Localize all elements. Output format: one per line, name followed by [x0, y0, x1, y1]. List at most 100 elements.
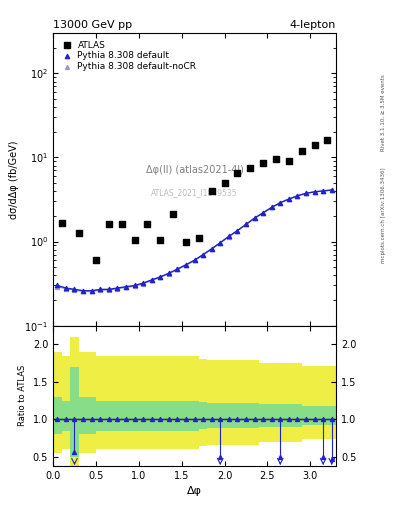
Point	[329, 415, 335, 423]
Pythia 8.308 default	[123, 283, 129, 291]
Point	[294, 415, 301, 423]
Pythia 8.308 default	[80, 287, 86, 295]
Point	[80, 415, 86, 423]
Pythia 8.308 default-noCR	[311, 188, 318, 196]
Pythia 8.308 default	[97, 285, 103, 293]
Point	[243, 415, 249, 423]
Pythia 8.308 default	[294, 191, 301, 200]
Pythia 8.308 default-noCR	[303, 189, 309, 198]
ATLAS	[183, 238, 189, 246]
Pythia 8.308 default	[149, 276, 155, 284]
Pythia 8.308 default	[166, 269, 172, 278]
Pythia 8.308 default-noCR	[226, 232, 232, 241]
Point	[191, 415, 198, 423]
Pythia 8.308 default-noCR	[174, 265, 180, 273]
Pythia 8.308 default	[54, 282, 61, 290]
ATLAS	[247, 164, 253, 172]
Pythia 8.308 default-noCR	[191, 257, 198, 265]
Pythia 8.308 default-noCR	[63, 285, 69, 293]
Pythia 8.308 default-noCR	[88, 287, 95, 295]
Pythia 8.308 default-noCR	[217, 239, 223, 247]
Point	[106, 415, 112, 423]
Pythia 8.308 default	[200, 250, 206, 259]
Pythia 8.308 default	[286, 195, 292, 203]
Pythia 8.308 default	[277, 199, 283, 207]
Pythia 8.308 default-noCR	[286, 195, 292, 203]
ATLAS	[286, 157, 292, 165]
Text: ATLAS_2021_I1849535: ATLAS_2021_I1849535	[151, 188, 238, 197]
ATLAS	[144, 220, 151, 228]
Pythia 8.308 default	[329, 186, 335, 194]
Point	[88, 415, 95, 423]
Point	[260, 415, 266, 423]
Text: 4-lepton: 4-lepton	[290, 20, 336, 30]
Pythia 8.308 default-noCR	[72, 286, 78, 294]
Pythia 8.308 default-noCR	[243, 220, 249, 228]
Point	[97, 415, 103, 423]
Point	[217, 415, 223, 423]
Point	[123, 415, 129, 423]
Pythia 8.308 default-noCR	[268, 203, 275, 211]
Pythia 8.308 default	[72, 285, 78, 293]
ATLAS	[221, 179, 228, 187]
Pythia 8.308 default	[209, 245, 215, 253]
Pythia 8.308 default	[226, 232, 232, 241]
ATLAS	[119, 220, 125, 228]
Point	[174, 415, 180, 423]
Pythia 8.308 default	[106, 285, 112, 293]
Point	[277, 453, 283, 461]
Pythia 8.308 default-noCR	[209, 245, 215, 253]
Pythia 8.308 default-noCR	[157, 273, 163, 282]
Pythia 8.308 default	[311, 188, 318, 196]
Point	[226, 415, 232, 423]
Pythia 8.308 default	[157, 273, 163, 281]
Point	[329, 455, 335, 463]
Point	[114, 415, 121, 423]
X-axis label: Δφ: Δφ	[187, 486, 202, 496]
Pythia 8.308 default	[243, 220, 249, 228]
ATLAS	[324, 136, 331, 144]
Point	[166, 415, 172, 423]
Point	[63, 415, 69, 423]
Point	[252, 415, 258, 423]
Point	[286, 415, 292, 423]
Point	[217, 453, 223, 461]
Point	[72, 415, 78, 423]
Point	[72, 447, 78, 456]
Pythia 8.308 default-noCR	[294, 192, 301, 200]
Pythia 8.308 default-noCR	[114, 285, 121, 293]
Pythia 8.308 default	[191, 256, 198, 264]
Point	[54, 415, 61, 423]
Point	[268, 415, 275, 423]
Pythia 8.308 default-noCR	[252, 214, 258, 222]
Pythia 8.308 default	[234, 226, 241, 234]
Point	[303, 415, 309, 423]
Text: mcplots.cern.ch [arXiv:1306.3436]: mcplots.cern.ch [arXiv:1306.3436]	[381, 167, 386, 263]
Point	[320, 415, 326, 423]
Pythia 8.308 default-noCR	[183, 261, 189, 269]
Pythia 8.308 default-noCR	[149, 276, 155, 285]
Pythia 8.308 default	[268, 203, 275, 211]
ATLAS	[75, 229, 82, 238]
Pythia 8.308 default-noCR	[54, 283, 61, 291]
ATLAS	[106, 220, 112, 228]
Point	[311, 415, 318, 423]
ATLAS	[93, 256, 99, 264]
Legend: ATLAS, Pythia 8.308 default, Pythia 8.308 default-noCR: ATLAS, Pythia 8.308 default, Pythia 8.30…	[57, 38, 199, 74]
Pythia 8.308 default-noCR	[234, 227, 241, 235]
Text: Rivet 3.1.10, ≥ 3.5M events: Rivet 3.1.10, ≥ 3.5M events	[381, 74, 386, 151]
Point	[157, 415, 163, 423]
Point	[149, 415, 155, 423]
Y-axis label: dσ/dΔφ (fb/GeV): dσ/dΔφ (fb/GeV)	[9, 140, 19, 219]
Point	[277, 415, 283, 423]
ATLAS	[299, 147, 305, 155]
Pythia 8.308 default-noCR	[123, 283, 129, 291]
Pythia 8.308 default	[217, 239, 223, 247]
Pythia 8.308 default-noCR	[277, 199, 283, 207]
Point	[200, 415, 206, 423]
Pythia 8.308 default	[183, 261, 189, 269]
Pythia 8.308 default-noCR	[166, 269, 172, 278]
Point	[140, 415, 146, 423]
Pythia 8.308 default-noCR	[131, 282, 138, 290]
Point	[131, 415, 138, 423]
